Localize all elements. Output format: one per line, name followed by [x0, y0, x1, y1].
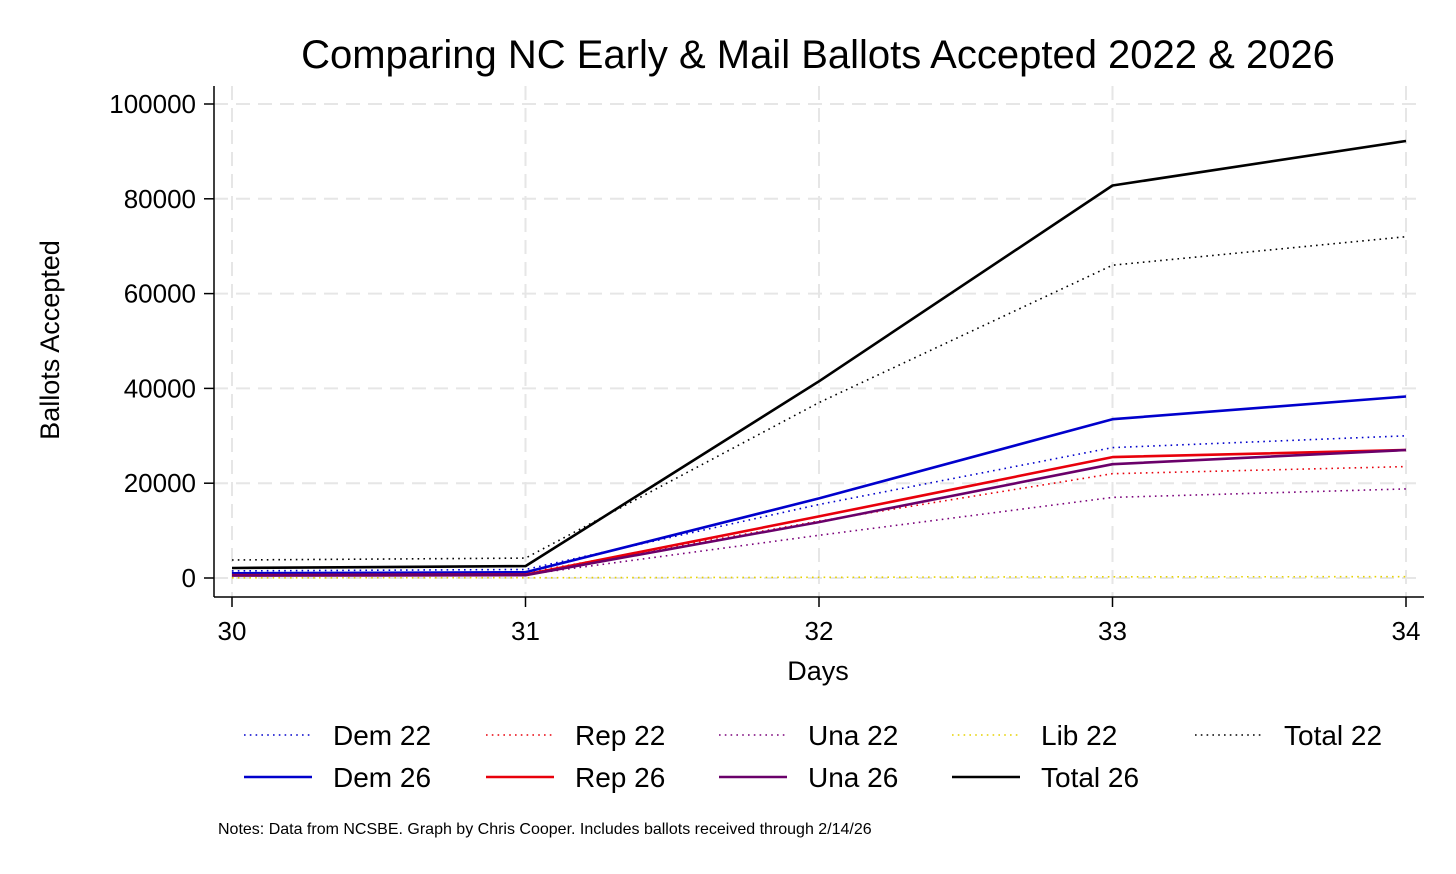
x-axis-label: Days — [787, 656, 849, 686]
y-tick-label: 100000 — [109, 89, 196, 119]
legend-label: Rep 26 — [575, 762, 665, 793]
legend-label: Lib 22 — [1041, 720, 1117, 751]
y-tick-label: 20000 — [124, 468, 196, 498]
series-line-lib-22 — [231, 575, 1407, 579]
series-line-rep-22 — [231, 465, 1407, 575]
legend-label: Rep 22 — [575, 720, 665, 751]
x-tick-label: 32 — [805, 616, 834, 646]
chart-note: Notes: Data from NCSBE. Graph by Chris C… — [218, 821, 872, 838]
legend-label: Total 26 — [1041, 762, 1139, 793]
y-tick-label: 40000 — [124, 373, 196, 403]
y-tick-label: 80000 — [124, 184, 196, 214]
x-tick-label: 34 — [1392, 616, 1421, 646]
legend-label: Una 22 — [808, 720, 898, 751]
series-line-dem-26 — [231, 395, 1407, 575]
legend-label: Dem 22 — [333, 720, 431, 751]
tick-labels: 0 20000 40000 60000 80000 100000 30 31 32 33 34 — [109, 89, 1420, 646]
grid — [214, 86, 1424, 597]
chart-title: Comparing NC Early & Mail Ballots Accept… — [301, 33, 1335, 77]
x-tick-label: 33 — [1098, 616, 1127, 646]
series-line-total-26 — [231, 139, 1407, 570]
legend: Dem 22 Rep 22 Una 22 Lib 22 Total 22 Dem 26 Re… — [244, 720, 1382, 793]
legend-label: Una 26 — [808, 762, 898, 793]
x-tick-label: 31 — [511, 616, 540, 646]
y-tick-label: 60000 — [124, 279, 196, 309]
legend-label: Total 22 — [1284, 720, 1382, 751]
axes — [204, 86, 1424, 607]
y-tick-label: 0 — [182, 563, 196, 593]
x-tick-label: 30 — [218, 616, 247, 646]
series-lines — [231, 139, 1407, 579]
series-line-una-26 — [231, 448, 1407, 577]
legend-label: Dem 26 — [333, 762, 431, 793]
y-axis-label: Ballots Accepted — [35, 240, 65, 440]
